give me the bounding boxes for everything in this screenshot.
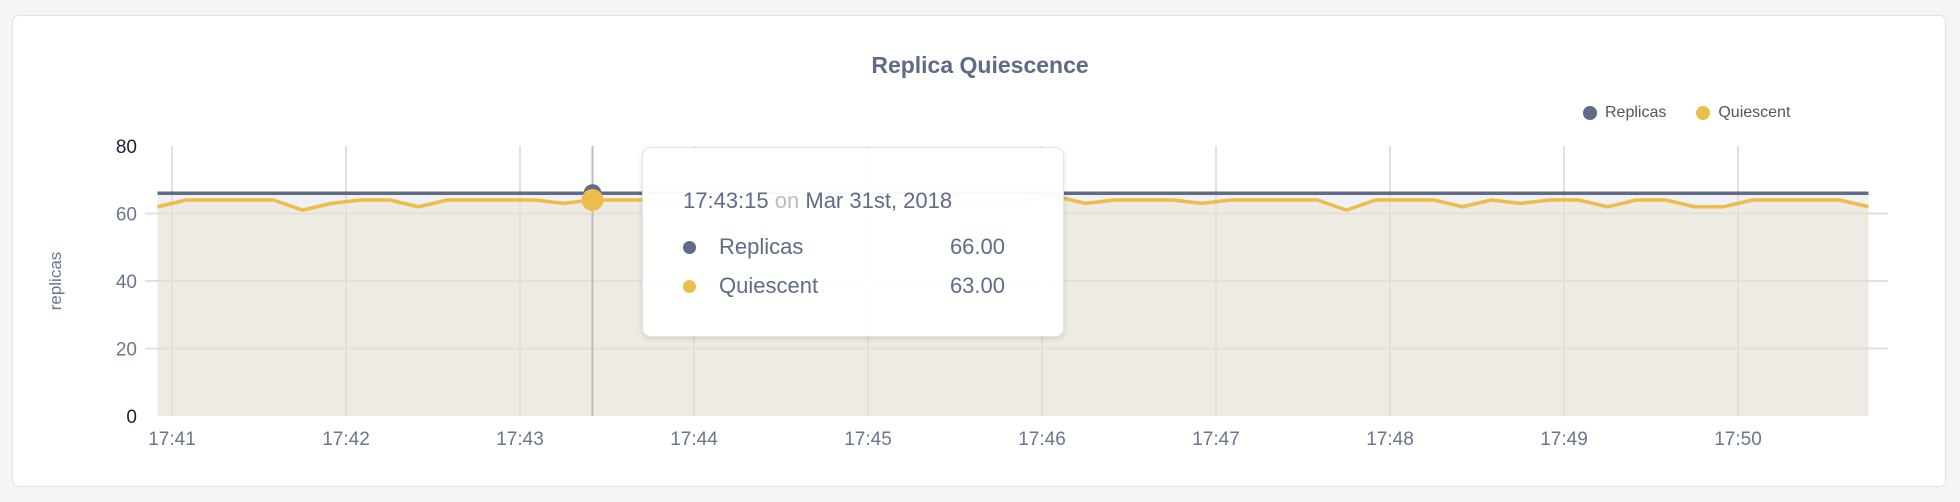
tooltip-label: Quiescent [719, 273, 819, 298]
chart-title: Replica Quiescence [871, 52, 1089, 78]
x-tick-label: 17:45 [844, 429, 892, 450]
legend-item-quiescent[interactable]: Quiescent [1696, 104, 1790, 122]
tooltip-header: 17:43:15 on Mar 31st, 2018 [683, 188, 952, 214]
legend-label: Replicas [1605, 104, 1667, 121]
tooltip-row-quiescent: Quiescent 63.00 [683, 273, 1005, 299]
legend-dot-icon [1583, 106, 1597, 120]
x-tick-label: 17:50 [1714, 429, 1762, 450]
legend-item-replicas[interactable]: Replicas [1583, 104, 1666, 122]
x-tick-label: 17:44 [670, 429, 718, 450]
tooltip-time: 17:43:15 [683, 188, 769, 213]
x-tick-label: 17:47 [1192, 429, 1240, 450]
x-tick-label: 17:41 [148, 429, 196, 450]
y-tick-label: 80 [116, 137, 137, 158]
x-tick-label: 17:43 [496, 429, 544, 450]
series-dot-icon [683, 240, 696, 254]
legend-label: Quiescent [1718, 104, 1791, 121]
x-tick-label: 17:49 [1540, 429, 1588, 450]
legend: Replicas Quiescent [1583, 104, 1790, 122]
y-tick-label: 20 [116, 340, 137, 361]
tooltip-row-replicas: Replicas 66.00 [683, 234, 1005, 260]
x-tick-label: 17:42 [322, 429, 370, 450]
tooltip-date: Mar 31st, 2018 [805, 188, 953, 213]
series-dot-icon [683, 279, 696, 293]
tooltip-value: 66.00 [949, 234, 1005, 259]
y-tick-label: 0 [126, 407, 137, 428]
y-axis-label: replicas [46, 251, 65, 311]
y-tick-label: 60 [116, 205, 137, 226]
tooltip-label: Replicas [719, 234, 804, 259]
hover-point-quiescent [581, 189, 604, 211]
x-tick-label: 17:48 [1366, 429, 1414, 450]
tooltip: 17:43:15 on Mar 31st, 2018 Replicas 66.0… [642, 147, 1064, 337]
tooltip-value: 63.00 [949, 273, 1005, 298]
y-tick-label: 40 [116, 272, 137, 293]
legend-dot-icon [1696, 106, 1711, 120]
x-tick-label: 17:46 [1018, 429, 1066, 450]
tooltip-on: on [774, 188, 800, 213]
